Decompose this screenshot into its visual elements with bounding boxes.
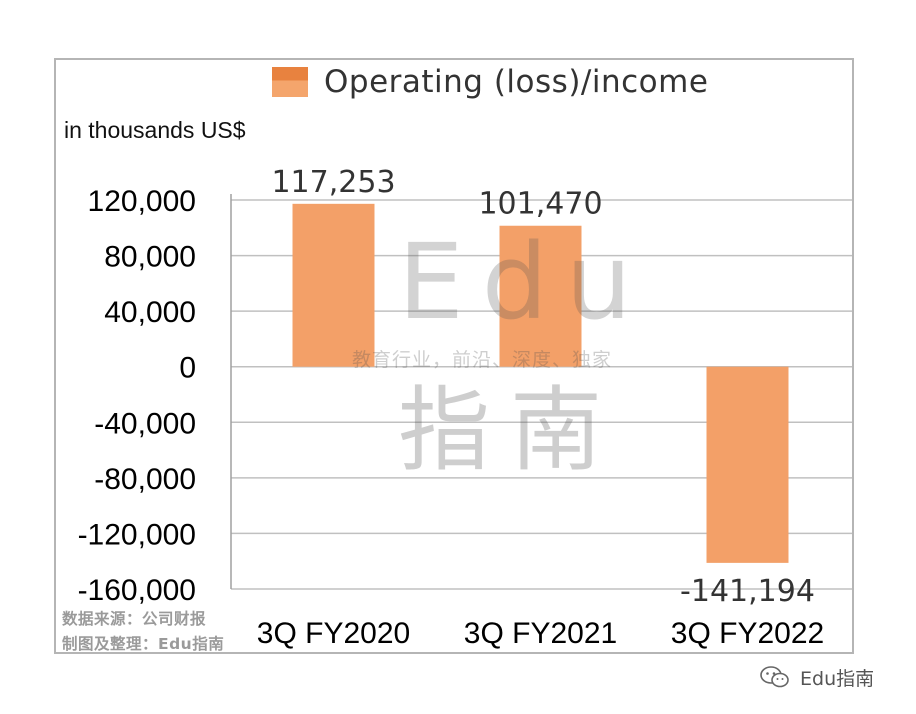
data-label: -141,194 <box>680 574 815 609</box>
source-note-line1: 数据来源：公司财报 <box>62 610 207 628</box>
y-tick-label: -80,000 <box>94 463 196 496</box>
bar <box>292 203 375 367</box>
watermark-slogan: 教育行业，前沿、深度、独家 <box>352 349 613 371</box>
y-tick-label: 120,000 <box>88 185 196 218</box>
brand-text: Edu指南 <box>800 667 875 690</box>
y-tick-label: -160,000 <box>78 574 196 607</box>
legend: Operating (loss)/income <box>272 62 708 102</box>
data-label: 101,470 <box>478 187 602 222</box>
category-label: 3Q FY2020 <box>257 617 410 650</box>
y-tick-label: 40,000 <box>104 296 196 329</box>
watermark-edu: Edu <box>398 221 650 343</box>
bar <box>706 366 789 563</box>
legend-label: Operating (loss)/income <box>324 64 709 100</box>
chart-frame <box>54 58 854 654</box>
y-tick-label: 0 <box>179 352 196 385</box>
legend-swatch <box>272 67 308 97</box>
units-label: in thousands US$ <box>64 117 246 143</box>
y-tick-label: -120,000 <box>78 518 196 551</box>
source-note-line2: 制图及整理：Edu指南 <box>62 635 225 653</box>
data-label: 117,253 <box>271 165 395 200</box>
wechat-icon <box>760 666 789 688</box>
y-tick-label: -40,000 <box>94 407 196 440</box>
bar <box>499 225 582 367</box>
category-label: 3Q FY2022 <box>671 617 824 650</box>
category-label: 3Q FY2021 <box>464 617 617 650</box>
watermark-zhinan: 指南 <box>398 377 623 484</box>
brand-badge: Edu指南 <box>760 662 874 692</box>
y-tick-label: 80,000 <box>104 241 196 274</box>
